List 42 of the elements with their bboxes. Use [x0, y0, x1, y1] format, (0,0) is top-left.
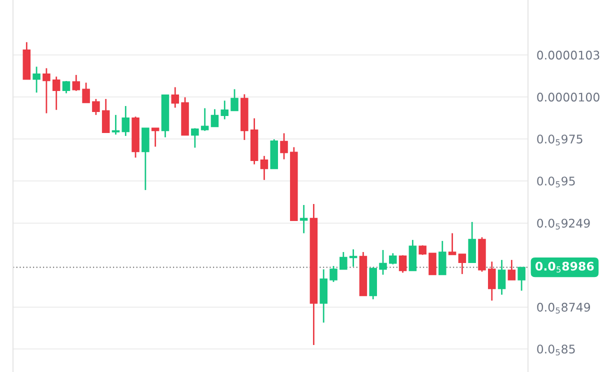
candlestick	[280, 132, 288, 160]
candlestick	[62, 80, 70, 94]
candlestick	[458, 253, 466, 275]
candlestick	[210, 108, 219, 128]
candlestick	[340, 251, 348, 270]
candlestick	[42, 68, 50, 114]
y-tick-label: 0.0$_{5}$9249	[537, 218, 590, 230]
candlestick	[102, 98, 110, 134]
candlestick	[428, 252, 436, 276]
y-tick-label: 0.0000103	[537, 50, 600, 60]
candlestick	[82, 82, 90, 104]
candlestick	[230, 88, 238, 112]
candlestick	[122, 105, 130, 137]
candlestick	[32, 66, 40, 94]
candlestick	[200, 108, 209, 132]
candlestick	[171, 86, 180, 108]
candlestick	[220, 100, 229, 120]
y-tick-label: 0.0$_{5}$8749	[537, 302, 590, 314]
candlestick	[488, 260, 496, 302]
candlestick	[398, 254, 407, 274]
candlestick	[389, 252, 397, 265]
y-tick-label: 0.0$_{5}$85	[537, 344, 575, 356]
y-tick-label: 0.0$_{5}$95	[537, 176, 575, 188]
candlestick	[52, 76, 60, 111]
candlestick	[438, 240, 446, 276]
candlestick	[518, 266, 526, 292]
candlestick	[379, 249, 387, 276]
y-tick-label: 0.0000100	[537, 92, 600, 102]
ref-line-label: 0.0$_{5}$8986	[536, 262, 594, 273]
y-tick-label: 0.0$_{5}$975	[537, 134, 582, 146]
candlestick	[330, 265, 338, 283]
candlestick	[468, 221, 476, 264]
candlestick	[112, 114, 120, 136]
candlestick	[498, 259, 506, 296]
candlestick	[151, 127, 160, 148]
candlestick	[260, 155, 268, 181]
candlestick	[448, 232, 456, 256]
candlestick	[191, 128, 199, 148]
candlestick	[508, 259, 516, 281]
candlestick	[92, 98, 100, 116]
candlestick	[142, 127, 150, 191]
candlestick	[72, 74, 80, 92]
